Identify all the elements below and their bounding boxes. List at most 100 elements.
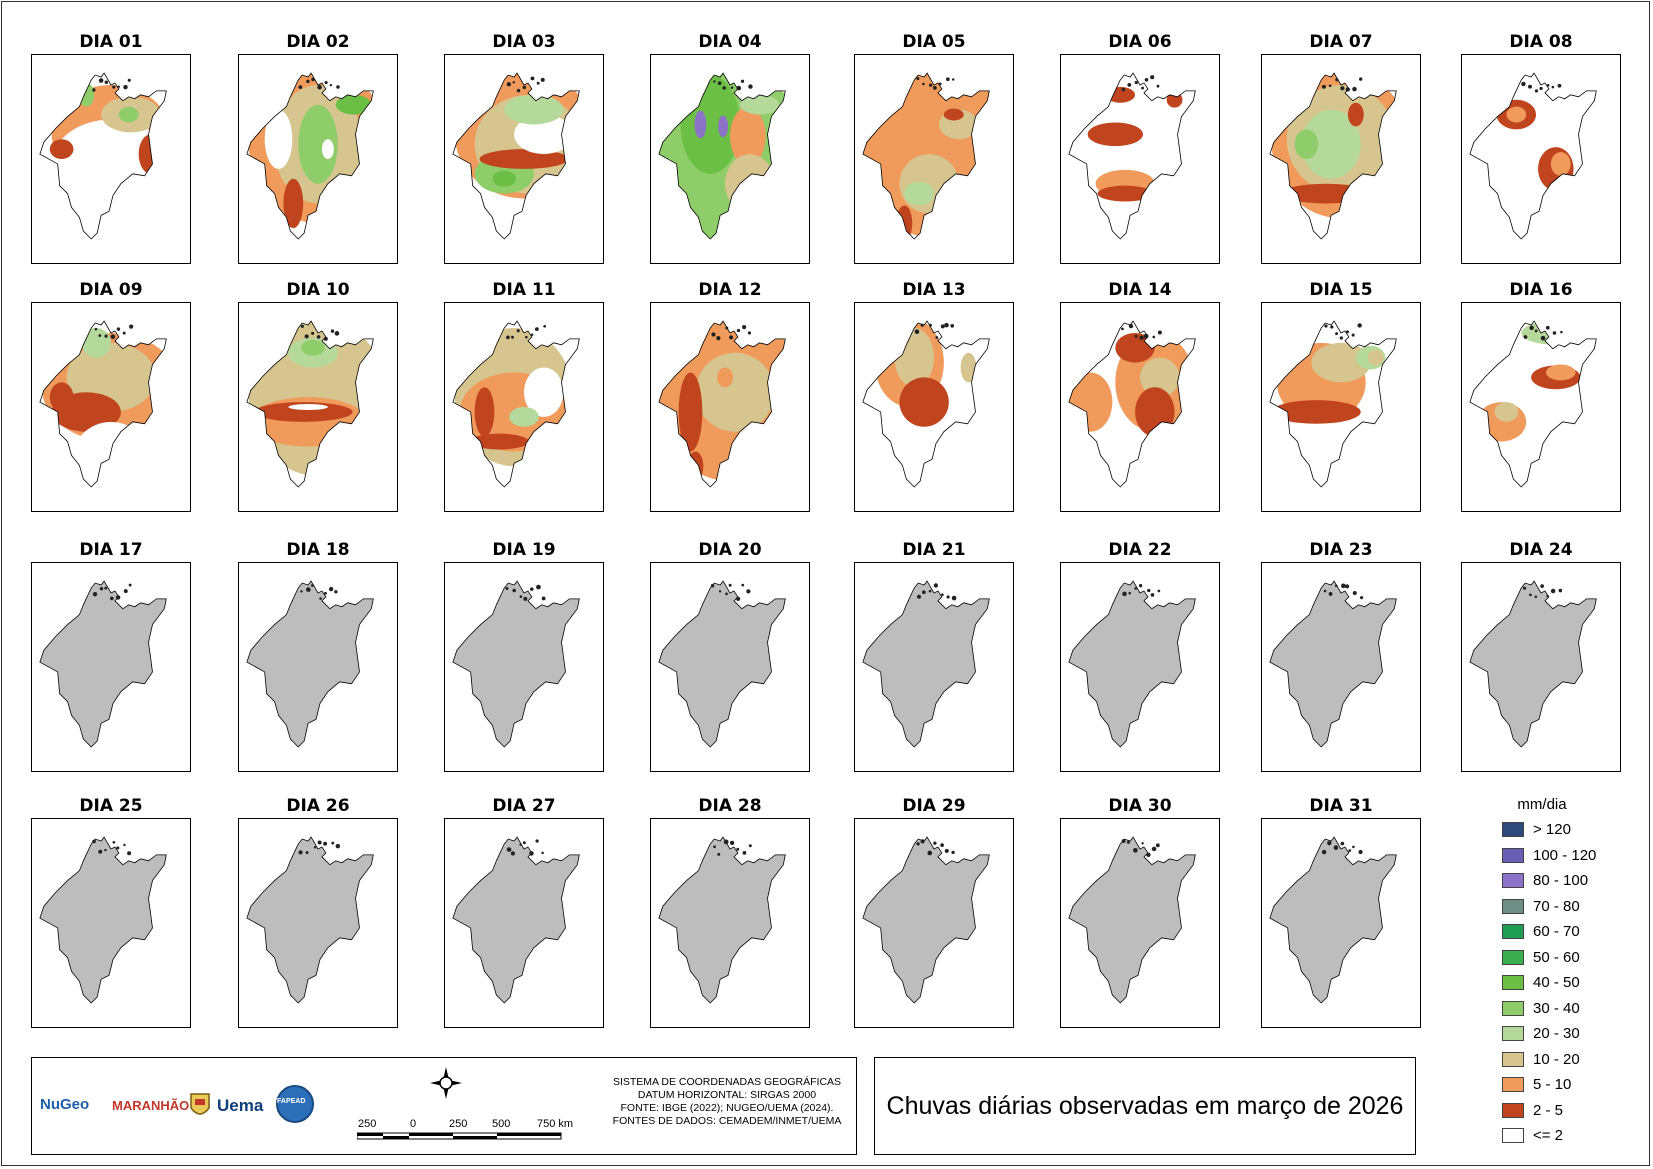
- state-map-svg: [658, 580, 786, 748]
- rainfall-field: [658, 73, 786, 239]
- day-label: DIA 03: [492, 32, 556, 52]
- coast-island: [317, 840, 322, 845]
- state-map-svg: [658, 320, 786, 488]
- coast-island: [323, 841, 328, 846]
- coast-island: [128, 583, 132, 587]
- scale-label-250-left: 250: [358, 1118, 377, 1130]
- coast-island: [1127, 83, 1132, 87]
- day-map-frame: [1261, 818, 1421, 1028]
- legend-label: 50 - 60: [1533, 948, 1580, 966]
- coast-island: [932, 85, 937, 90]
- legend-item: 60 - 70: [1502, 919, 1622, 945]
- day-label: DIA 04: [698, 32, 762, 52]
- day-label: DIA 06: [1108, 32, 1172, 52]
- legend-swatch: [1502, 847, 1524, 863]
- coast-island: [1522, 586, 1527, 590]
- coast-island: [1328, 84, 1332, 88]
- coast-island: [941, 593, 944, 596]
- map-title: Chuvas diárias observadas em março de 20…: [886, 1091, 1404, 1120]
- logo-maranhao: MARANHÃO: [112, 1098, 190, 1113]
- coast-island: [1340, 841, 1345, 846]
- rain-zone: [1140, 357, 1180, 398]
- coast-island: [1157, 589, 1161, 593]
- state-map-svg: [452, 320, 580, 488]
- coast-island: [112, 85, 116, 89]
- rain-zone: [1097, 185, 1153, 202]
- coast-island: [1156, 84, 1160, 88]
- rain-zone: [1087, 122, 1143, 147]
- coast-island: [1333, 845, 1339, 850]
- coast-island: [1528, 84, 1532, 89]
- coast-island: [1348, 849, 1352, 853]
- coast-island: [928, 589, 932, 593]
- coast-island: [115, 595, 121, 600]
- coast-island: [117, 85, 121, 88]
- rainfall-field: [1068, 321, 1196, 487]
- coast-island: [516, 88, 521, 93]
- coast-island: [104, 848, 107, 852]
- coast-island: [1133, 847, 1138, 853]
- day-map-panel: DIA 18: [238, 540, 398, 772]
- state-map-svg: [246, 72, 374, 240]
- state-outline: [862, 72, 990, 240]
- coast-island: [1121, 327, 1124, 331]
- day-map-frame: [650, 562, 810, 772]
- coast-island: [1529, 593, 1532, 597]
- coast-island: [1139, 335, 1144, 340]
- legend-swatch: [1502, 873, 1524, 889]
- day-map-panel: DIA 05: [854, 32, 1014, 264]
- coast-island: [927, 850, 933, 856]
- coast-island: [1352, 845, 1355, 849]
- rain-zone: [49, 139, 74, 159]
- legend-swatch: [1502, 949, 1524, 965]
- rain-zone: [1281, 183, 1371, 204]
- coast-island: [940, 843, 944, 847]
- day-map-panel: DIA 12: [650, 280, 810, 512]
- legend-items: > 120 100 - 120 80 - 100 70 - 80 60 - 70 50 -…: [1502, 817, 1622, 1149]
- crs-info: SISTEMA DE COORDENADAS GEOGRÁFICAS DATUM…: [592, 1076, 862, 1128]
- state-outline: [1469, 320, 1597, 488]
- legend-item: 40 - 50: [1502, 970, 1622, 996]
- coast-island: [1352, 590, 1357, 595]
- day-map-panel: DIA 08: [1461, 32, 1621, 264]
- rain-zone: [264, 109, 293, 169]
- coast-island: [506, 847, 512, 852]
- coast-island: [1551, 85, 1555, 89]
- coast-island: [535, 839, 539, 843]
- coast-island: [298, 850, 303, 855]
- coast-island: [1141, 86, 1145, 90]
- legend-swatch: [1502, 924, 1524, 940]
- day-map-panel: DIA 02: [238, 32, 398, 264]
- legend-item: 5 - 10: [1502, 1072, 1622, 1098]
- legend-label: 80 - 100: [1533, 872, 1589, 890]
- day-label: DIA 25: [79, 796, 143, 816]
- coast-island: [523, 596, 528, 601]
- legend-label: <= 2: [1533, 1127, 1564, 1145]
- day-map-frame: [1060, 54, 1220, 264]
- rain-zone: [283, 178, 304, 229]
- coast-island: [92, 592, 98, 597]
- state-outline-nodata: [658, 836, 786, 1004]
- coast-island: [536, 81, 540, 85]
- rain-zone: [899, 377, 949, 427]
- coast-island: [1157, 330, 1162, 335]
- day-label: DIA 18: [286, 540, 350, 560]
- coast-island: [729, 840, 735, 846]
- coast-island: [1534, 329, 1538, 333]
- day-map-panel: DIA 16: [1461, 280, 1621, 512]
- day-map-panel: DIA 15: [1261, 280, 1421, 512]
- legend-swatch: [1502, 975, 1524, 991]
- coast-island: [319, 597, 322, 600]
- rain-zone: [717, 367, 733, 388]
- coast-island: [1330, 325, 1334, 329]
- state-map-svg: [246, 320, 374, 488]
- day-map-panel: DIA 09: [31, 280, 191, 512]
- coast-island: [123, 589, 128, 594]
- scale-label-0: 0: [410, 1118, 417, 1130]
- coast-island: [519, 843, 522, 846]
- coast-island: [1151, 846, 1157, 852]
- day-map-frame: [238, 818, 398, 1028]
- legend-label: > 120: [1533, 821, 1571, 839]
- coast-island: [1323, 589, 1327, 593]
- state-map-svg: [452, 836, 580, 1004]
